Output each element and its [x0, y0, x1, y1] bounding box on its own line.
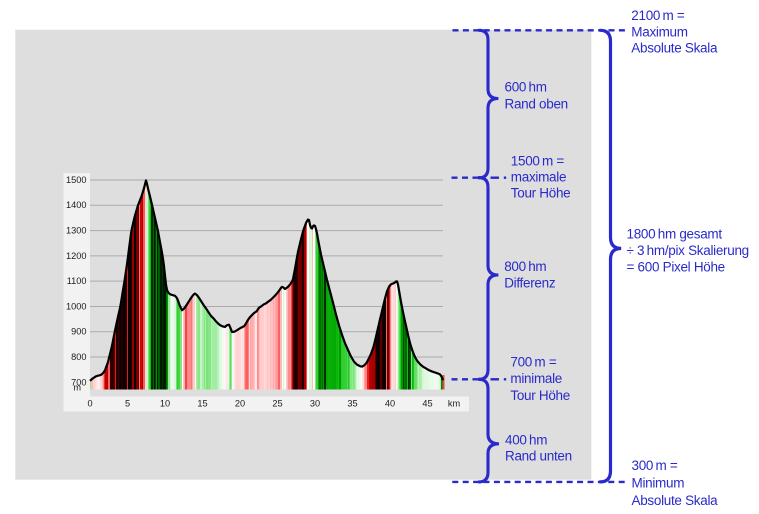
svg-text:maximale: maximale: [511, 170, 566, 185]
svg-text:700 m =: 700 m =: [510, 354, 556, 369]
svg-text:Differenz: Differenz: [504, 276, 556, 291]
svg-text:1300: 1300: [66, 225, 86, 235]
svg-text:Absolute Skala: Absolute Skala: [631, 41, 718, 56]
svg-text:1500 m =: 1500 m =: [511, 154, 565, 169]
svg-text:40: 40: [385, 399, 395, 409]
svg-text:2100 m =: 2100 m =: [631, 8, 685, 23]
svg-text:700: 700: [71, 377, 86, 387]
svg-text:15: 15: [197, 399, 207, 409]
svg-text:400 hm: 400 hm: [505, 432, 547, 447]
svg-text:1400: 1400: [66, 200, 86, 210]
svg-text:0: 0: [87, 399, 92, 409]
svg-text:1100: 1100: [67, 276, 87, 286]
svg-text:1500: 1500: [66, 175, 86, 185]
svg-text:800 hm: 800 hm: [504, 259, 546, 274]
svg-text:35: 35: [347, 399, 357, 409]
svg-text:Tour Höhe: Tour Höhe: [511, 186, 571, 201]
svg-text:300 m =: 300 m =: [632, 458, 678, 473]
svg-text:Tour Höhe: Tour Höhe: [510, 388, 570, 403]
svg-text:Rand oben: Rand oben: [505, 97, 568, 112]
svg-text:5: 5: [125, 399, 130, 409]
svg-text:Maximum: Maximum: [631, 24, 687, 39]
svg-text:10: 10: [160, 399, 170, 409]
svg-text:minimale: minimale: [510, 371, 562, 386]
svg-text:km: km: [448, 399, 461, 409]
svg-text:1200: 1200: [66, 251, 86, 261]
svg-text:45: 45: [422, 399, 432, 409]
svg-text:÷ 3 hm/pix Skalierung: ÷ 3 hm/pix Skalierung: [627, 243, 749, 258]
svg-text:Absolute Skala: Absolute Skala: [632, 493, 719, 508]
svg-text:m: m: [73, 383, 81, 393]
svg-text:900: 900: [71, 327, 86, 337]
svg-text:25: 25: [272, 399, 282, 409]
svg-text:Rand unten: Rand unten: [505, 448, 572, 463]
svg-text:= 600 Pixel Höhe: = 600 Pixel Höhe: [627, 259, 725, 274]
svg-text:1000: 1000: [66, 301, 86, 311]
svg-text:30: 30: [310, 399, 320, 409]
svg-text:Minimum: Minimum: [632, 476, 685, 491]
svg-text:20: 20: [235, 399, 245, 409]
svg-text:600 hm: 600 hm: [505, 80, 547, 95]
svg-text:1800 hm gesamt: 1800 hm gesamt: [627, 226, 723, 241]
svg-text:800: 800: [71, 352, 86, 362]
